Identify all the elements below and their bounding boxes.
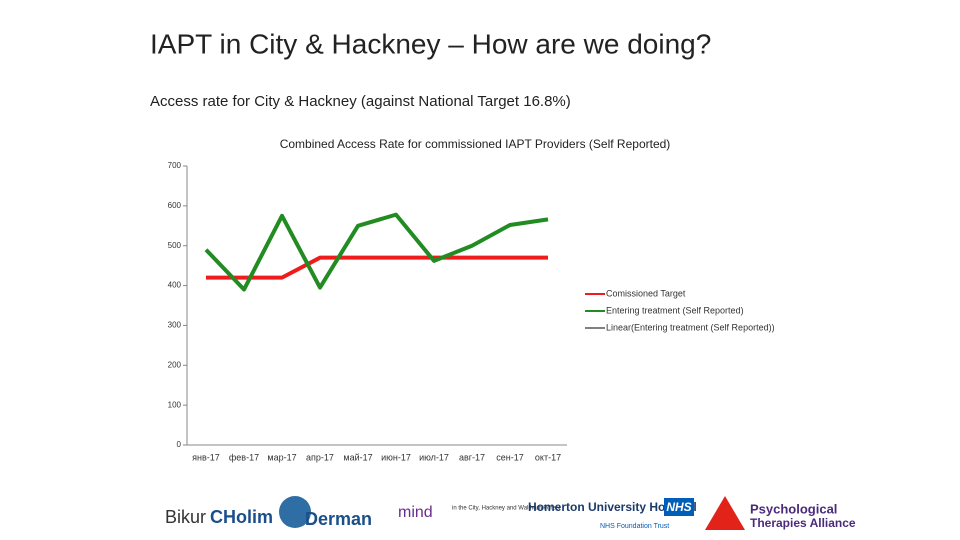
nhs-box: [664, 498, 694, 516]
x-tick-label: июл-17: [419, 452, 449, 462]
chart-title: Combined Access Rate for commissioned IA…: [280, 137, 671, 151]
logos: Bikur CHolim Derman mind in the City, Ha…: [165, 496, 856, 530]
legend-label: Entering treatment (Self Reported): [606, 305, 744, 315]
slide-title: IAPT in City & Hackney – How are we doin…: [150, 28, 711, 59]
y-tick-label: 300: [168, 321, 182, 330]
logo-text: mind: [398, 504, 433, 521]
x-tick-label: мар-17: [267, 452, 296, 462]
y-tick-label: 500: [168, 241, 182, 250]
x-tick-label: янв-17: [192, 452, 220, 462]
y-tick-label: 200: [168, 360, 182, 369]
slide-subtitle: Access rate for City & Hackney (against …: [150, 93, 571, 110]
logo-text: NHS: [666, 500, 691, 514]
logo-text: Homerton University Hospital: [528, 500, 697, 514]
logo-text: CHolim: [210, 507, 273, 527]
y-tick-label: 0: [177, 440, 182, 449]
logo-icon: [705, 496, 745, 530]
logo-icon: [279, 496, 311, 528]
series-line: [206, 255, 548, 280]
logo-text: Derman: [305, 509, 372, 529]
series-line: [204, 212, 549, 292]
logo-text: Bikur: [165, 507, 206, 527]
y-tick-label: 600: [168, 201, 182, 210]
y-tick-label: 700: [168, 161, 182, 170]
x-tick-label: фев-17: [229, 452, 259, 462]
x-tick-label: сен-17: [496, 452, 523, 462]
logo-text: Therapies Alliance: [750, 516, 856, 530]
x-tick-label: апр-17: [306, 452, 334, 462]
y-tick-label: 400: [168, 281, 182, 290]
logo-text: NHS Foundation Trust: [600, 523, 669, 530]
logo-text: in the City, Hackney and Waltham Forest: [452, 506, 561, 512]
legend-label: Linear(Entering treatment (Self Reported…: [606, 322, 775, 332]
logo-text: Psychological: [750, 501, 837, 516]
x-tick-label: май-17: [343, 452, 372, 462]
x-tick-label: июн-17: [381, 452, 411, 462]
y-tick-label: 100: [168, 400, 182, 409]
legend-label: Comissioned Target: [606, 288, 686, 298]
x-tick-label: окт-17: [535, 452, 561, 462]
x-tick-label: авг-17: [459, 452, 485, 462]
